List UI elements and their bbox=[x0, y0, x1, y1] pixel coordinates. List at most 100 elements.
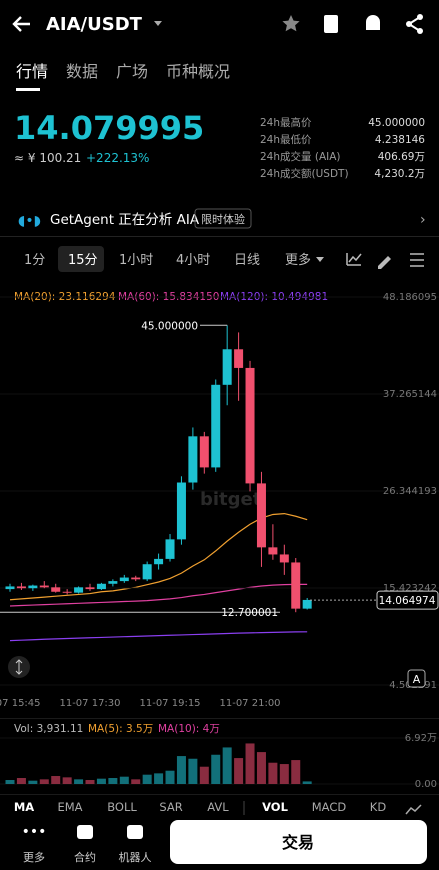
stat-label: 24h最低价 bbox=[260, 133, 312, 146]
trade-button[interactable] bbox=[170, 820, 427, 864]
agent-badge bbox=[194, 208, 252, 229]
x-tick-label: 11-07 19:15 bbox=[139, 698, 200, 709]
watermark: bitget bbox=[200, 489, 262, 510]
tab-underline bbox=[16, 88, 40, 91]
volume-bar bbox=[108, 778, 118, 784]
auto-button[interactable] bbox=[407, 669, 426, 688]
change: +222.13% bbox=[86, 151, 149, 165]
favorite-icon[interactable] bbox=[282, 15, 300, 32]
candle-body bbox=[119, 577, 129, 582]
pair-title[interactable]: AIA/USDT bbox=[46, 14, 143, 35]
divider bbox=[0, 236, 439, 237]
candle-body bbox=[234, 349, 244, 368]
stat-label: 24h最高价 bbox=[260, 116, 312, 129]
back-button[interactable] bbox=[12, 16, 30, 32]
volume-bar bbox=[222, 747, 232, 784]
more-arrow[interactable] bbox=[316, 257, 324, 262]
chart-icon[interactable] bbox=[346, 253, 362, 266]
divider bbox=[0, 718, 439, 719]
indicator-tab[interactable]: MACD bbox=[312, 800, 347, 814]
indicator-tab[interactable]: BOLL bbox=[107, 800, 137, 814]
tab[interactable]: 广场 bbox=[116, 62, 148, 81]
tab[interactable]: 币种概况 bbox=[166, 62, 230, 81]
candle-body bbox=[165, 539, 175, 559]
stat-value: 45.000000 bbox=[368, 117, 425, 129]
y-tick-label: 15.423242 bbox=[383, 583, 437, 594]
interval[interactable]: 更多 bbox=[285, 252, 311, 268]
divider bbox=[0, 794, 439, 795]
pair-dropdown[interactable] bbox=[154, 21, 162, 26]
candle-body bbox=[5, 586, 15, 590]
volume-bar bbox=[51, 776, 61, 784]
y-tick-label: 48.186095 bbox=[383, 292, 437, 303]
stat-label: 24h成交量 (AIA) bbox=[260, 150, 341, 163]
nav-label[interactable]: 更多 bbox=[23, 850, 45, 864]
nav-dots: ••• bbox=[22, 824, 47, 840]
stat-label: 24h成交额(USDT) bbox=[260, 167, 349, 180]
indicator-tab[interactable]: MA bbox=[14, 800, 34, 814]
candle-body bbox=[51, 587, 61, 592]
indicator-tab[interactable]: EMA bbox=[57, 800, 82, 814]
low-label: 12.700001 bbox=[221, 607, 278, 619]
indicator-tab[interactable]: AVL bbox=[207, 800, 229, 814]
tab[interactable]: 数据 bbox=[66, 62, 98, 81]
volume-bar bbox=[234, 758, 244, 784]
interval[interactable]: 4小时 bbox=[176, 253, 210, 268]
nav-icon[interactable] bbox=[77, 825, 93, 839]
volume-bar bbox=[188, 758, 198, 784]
auto-label: A bbox=[413, 673, 421, 686]
volume-bar bbox=[28, 780, 38, 784]
candle-body bbox=[96, 583, 106, 590]
volume-legend: MA(5): 3.5万 bbox=[88, 723, 153, 735]
agent-badge-text: 限时体验 bbox=[201, 212, 245, 226]
candle-body bbox=[142, 564, 152, 580]
trade-label[interactable]: 交易 bbox=[282, 833, 314, 852]
interval-selected bbox=[58, 246, 104, 272]
x-tick-label: 11-07 21:00 bbox=[219, 698, 280, 709]
candle-body bbox=[188, 436, 198, 483]
volume-legend: MA(10): 4万 bbox=[158, 723, 220, 735]
nav-label[interactable]: 机器人 bbox=[119, 850, 152, 864]
alert-icon[interactable] bbox=[366, 15, 380, 30]
x-tick-label: 11-07 15:45 bbox=[0, 698, 41, 709]
interval[interactable]: 1分 bbox=[24, 253, 45, 268]
tab[interactable]: 行情 bbox=[16, 62, 48, 81]
volume-bar bbox=[96, 778, 106, 784]
candle-body bbox=[302, 599, 312, 609]
volume-bar bbox=[302, 781, 312, 784]
candle-body bbox=[211, 384, 221, 468]
x-tick-label: 11-07 17:30 bbox=[59, 698, 120, 709]
nav-icon[interactable] bbox=[127, 825, 143, 839]
stat-value: 4.238146 bbox=[375, 134, 425, 146]
agent-arrow[interactable]: › bbox=[420, 212, 426, 228]
interval[interactable]: 15分 bbox=[68, 253, 98, 268]
indicator-settings[interactable] bbox=[405, 804, 422, 815]
volume-bar bbox=[176, 756, 186, 784]
candle-body bbox=[268, 547, 278, 555]
candle-body bbox=[28, 585, 38, 589]
candle-body bbox=[154, 558, 164, 565]
volume-bar bbox=[291, 760, 301, 784]
volume-tick-label: 6.92万 bbox=[405, 733, 437, 744]
indicator-tab[interactable]: SAR bbox=[159, 800, 182, 814]
volume-bar bbox=[74, 779, 84, 784]
ma-line bbox=[9, 583, 308, 607]
notes-icon[interactable] bbox=[324, 15, 338, 33]
y-tick-label: 26.344193 bbox=[383, 486, 437, 497]
interval[interactable]: 1小时 bbox=[119, 253, 153, 268]
volume-bar bbox=[39, 779, 49, 784]
indicator-tab[interactable]: KD bbox=[370, 800, 387, 814]
indicator-tab[interactable]: VOL bbox=[262, 800, 288, 814]
current-price: 14.064974 bbox=[379, 595, 436, 607]
volume-bar bbox=[62, 777, 72, 784]
volume-bar bbox=[199, 766, 209, 784]
candle-body bbox=[74, 587, 84, 593]
nav-label[interactable]: 合约 bbox=[74, 850, 96, 864]
interval[interactable]: 日线 bbox=[234, 253, 260, 268]
draw-icon[interactable] bbox=[378, 256, 391, 269]
candle-body bbox=[85, 587, 95, 590]
settings-icon[interactable] bbox=[410, 253, 424, 267]
share-icon[interactable] bbox=[406, 14, 423, 34]
